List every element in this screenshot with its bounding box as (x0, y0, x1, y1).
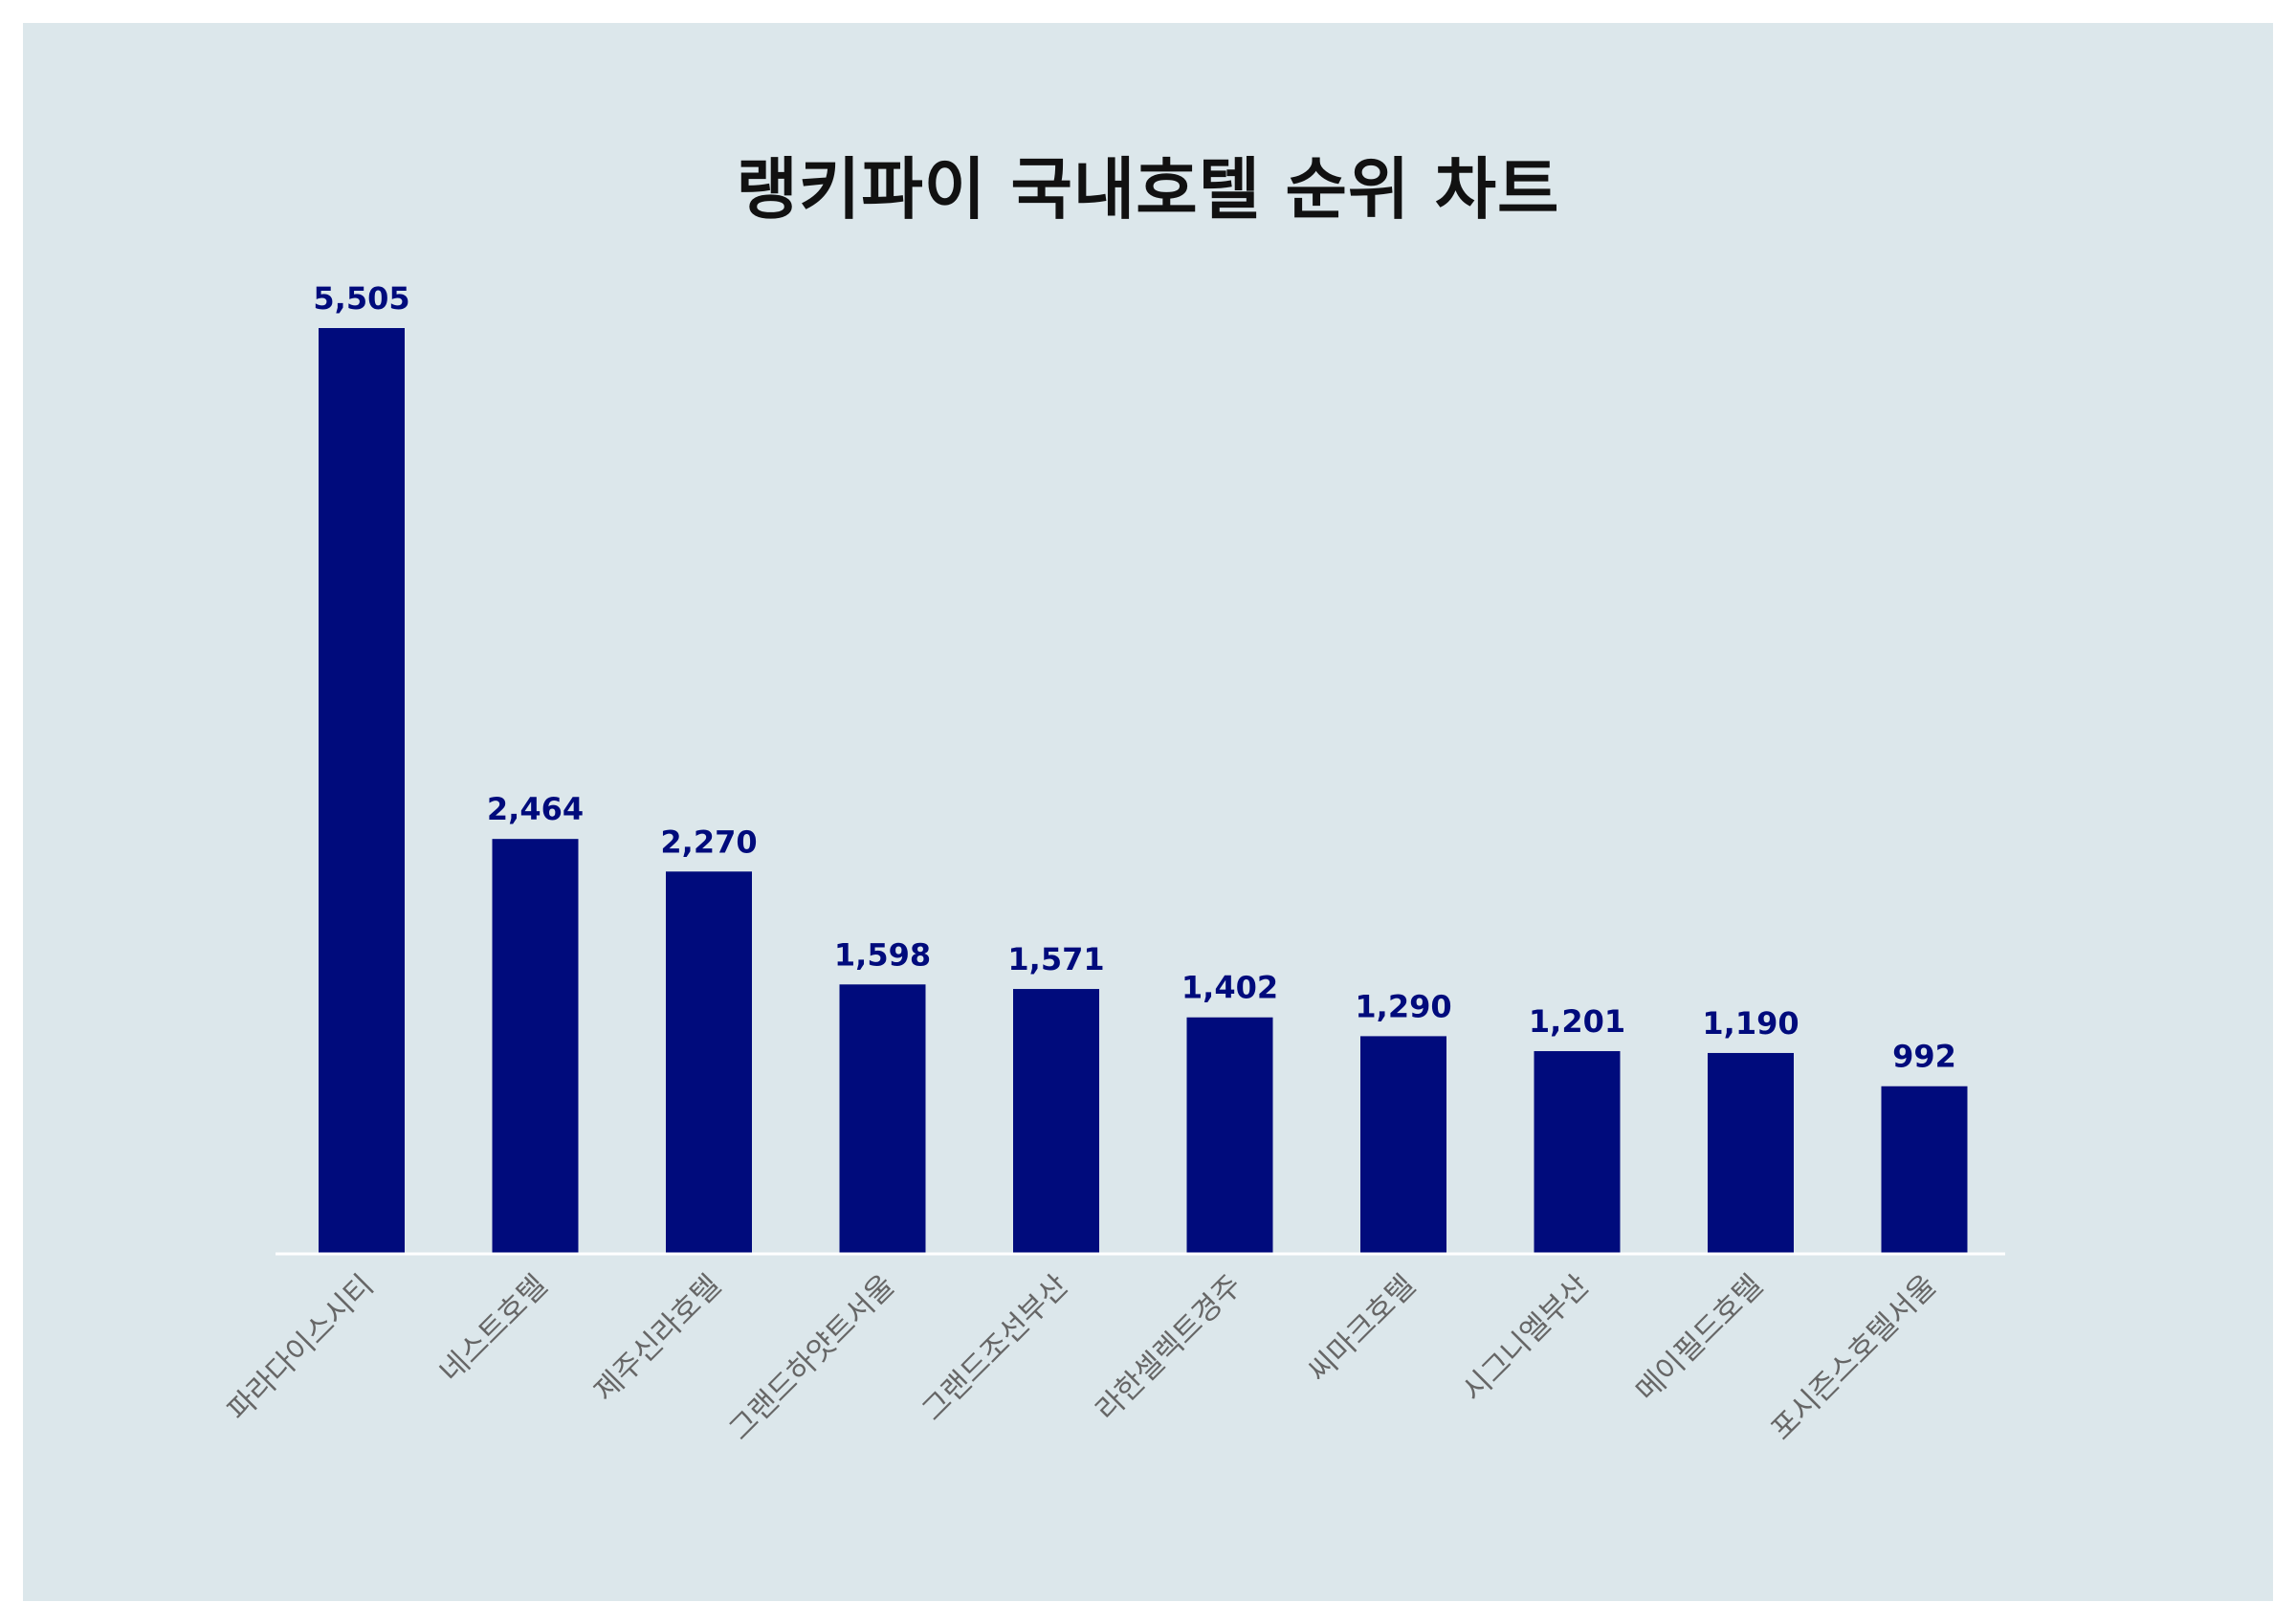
x-tick-label-2: 네스트호텔 (433, 1268, 554, 1389)
bar-chart: 5,505 2,464 2,270 1,598 1,571 1,402 1,290 1,201… (221, 280, 2005, 1447)
value-label-5: 1,571 (1007, 941, 1104, 977)
bar-10 (1881, 1086, 1968, 1253)
value-label-7: 1,290 (1355, 988, 1451, 1024)
bar-2 (492, 839, 579, 1253)
value-label-6: 1,402 (1181, 970, 1278, 1006)
x-tick-label-10: 포시즌스호텔서울 (1764, 1268, 1943, 1447)
bars (319, 328, 1968, 1253)
bar-6 (1186, 1017, 1273, 1253)
value-labels: 5,505 2,464 2,270 1,598 1,571 1,402 1,290 1,201… (313, 280, 1956, 1075)
x-tick-label-6: 라한셀렉트경주 (1090, 1268, 1249, 1428)
x-tick-label-9: 메이필드호텔 (1629, 1268, 1769, 1408)
value-label-10: 992 (1892, 1039, 1956, 1075)
bar-1 (319, 328, 405, 1253)
value-label-9: 1,190 (1702, 1005, 1799, 1042)
bar-3 (666, 871, 752, 1253)
x-tick-label-1: 파라다이스시티 (221, 1268, 381, 1428)
x-tick-label-7: 씨마크호텔 (1301, 1268, 1422, 1389)
chart-title: 랭키파이 국내호텔 순위 차트 (736, 150, 1560, 229)
value-label-3: 2,270 (660, 823, 757, 860)
x-tick-label-3: 제주신라호텔 (587, 1268, 727, 1408)
value-label-1: 5,505 (313, 280, 409, 317)
bar-9 (1708, 1052, 1794, 1253)
bar-5 (1013, 989, 1099, 1253)
bar-4 (839, 984, 926, 1253)
value-label-2: 2,464 (487, 791, 584, 827)
bar-8 (1534, 1051, 1621, 1253)
value-label-8: 1,201 (1529, 1003, 1625, 1040)
x-tick-label-8: 시그니엘부산 (1456, 1268, 1596, 1408)
bar-7 (1360, 1036, 1446, 1253)
value-label-4: 1,598 (834, 936, 931, 973)
chart-background: 랭키파이 국내호텔 순위 차트 5,505 2,464 2,270 1,598 1,57… (23, 23, 2273, 1601)
x-tick-label-4: 그랜드하얏트서울 (722, 1268, 901, 1447)
x-tick-label-5: 그랜드조선부산 (916, 1268, 1075, 1428)
